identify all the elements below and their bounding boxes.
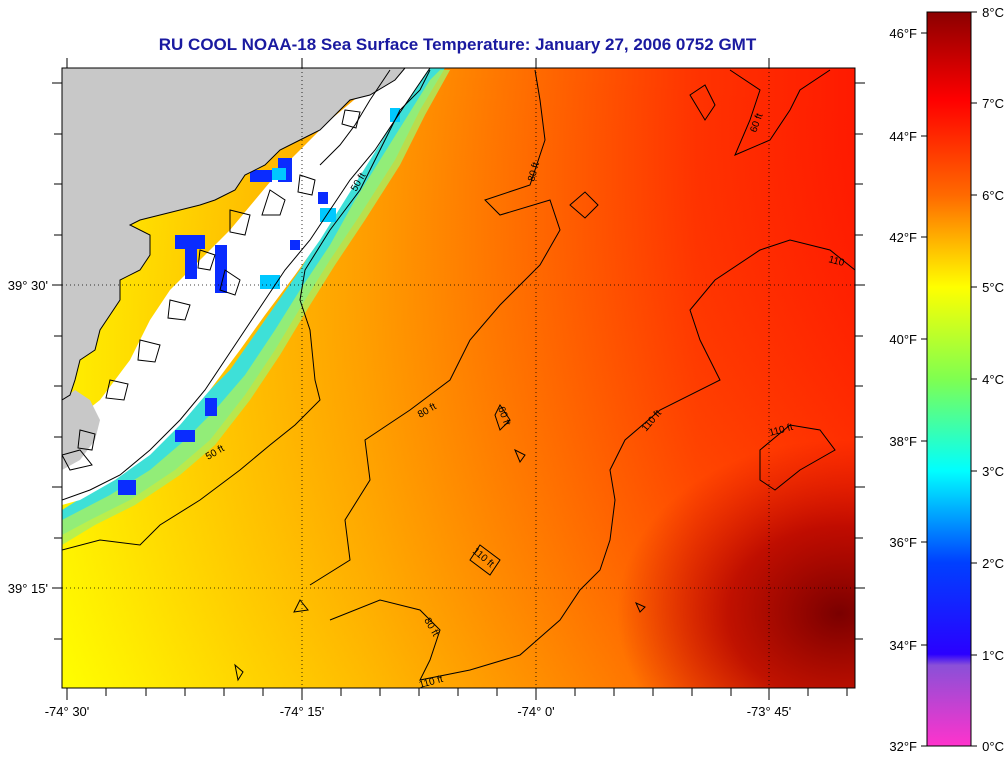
lon-label: -74° 30' (45, 704, 90, 719)
colorbar-label-f: 38°F (889, 434, 917, 449)
coastline (62, 68, 431, 501)
colorbar (926, 11, 972, 747)
colorbar-label-f: 34°F (889, 638, 917, 653)
colorbar-label-f: 42°F (889, 230, 917, 245)
lon-label: -73° 45' (747, 704, 792, 719)
colorbar-label-f: 32°F (889, 739, 917, 754)
colorbar-fahrenheit-labels: 46°F 44°F 42°F 40°F 38°F 36°F 34°F 32°F (889, 26, 917, 754)
colorbar-label-c: 0°C (982, 739, 1004, 754)
cold-pixels (118, 158, 328, 495)
colorbar-label-f: 44°F (889, 129, 917, 144)
graticule (62, 68, 855, 688)
axis-ticks (52, 58, 865, 700)
colorbar-label-c: 7°C (982, 96, 1004, 111)
colorbar-label-c: 3°C (982, 464, 1004, 479)
colorbar-celsius-labels: 8°C 7°C 6°C 5°C 4°C 3°C 2°C 1°C 0°C (982, 5, 1004, 754)
lat-label: 39° 15' (8, 581, 48, 596)
colorbar-label-f: 46°F (889, 26, 917, 41)
lat-label: 39° 30' (8, 278, 48, 293)
colorbar-label-f: 36°F (889, 535, 917, 550)
colorbar-label-f: 40°F (889, 332, 917, 347)
colorbar-label-c: 1°C (982, 648, 1004, 663)
contour-label: 110 (827, 254, 846, 269)
depth-contours (62, 69, 855, 682)
cloud-mask (62, 68, 430, 505)
colorbar-ticks (921, 11, 977, 747)
colorbar-label-c: 6°C (982, 188, 1004, 203)
colorbar-label-c: 2°C (982, 556, 1004, 571)
lon-label: -74° 15' (280, 704, 325, 719)
map-title: RU COOL NOAA-18 Sea Surface Temperature:… (158, 35, 757, 54)
lon-label: -74° 0' (517, 704, 554, 719)
contour-label: 80 ft (526, 161, 542, 183)
latitude-labels: 39° 30' 39° 15' (8, 278, 48, 596)
longitude-labels: -74° 30' -74° 15' -74° 0' -73° 45' (45, 704, 792, 719)
colorbar-label-c: 8°C (982, 5, 1004, 20)
map-area: 50 ft 50 ft 80 ft 80 ft 80 ft 60 ft 60 f… (62, 68, 855, 688)
land-new-jersey (62, 68, 405, 400)
colorbar-label-c: 4°C (982, 372, 1004, 387)
colorbar-label-c: 5°C (982, 280, 1004, 295)
